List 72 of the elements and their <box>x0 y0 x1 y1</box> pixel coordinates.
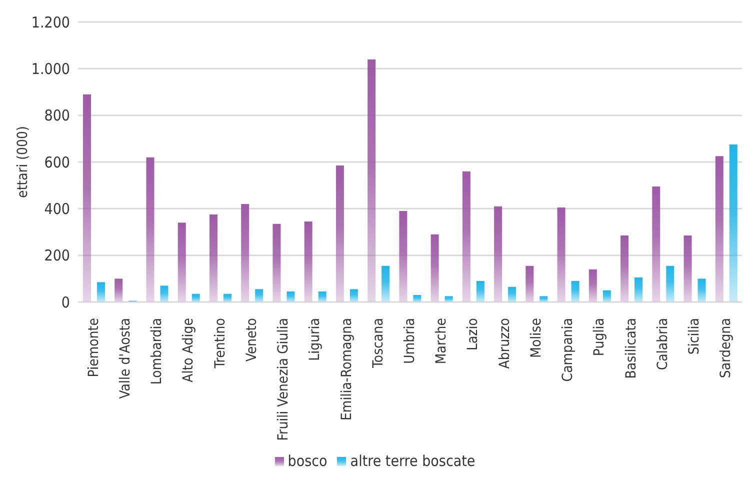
x-tick-label: Alto Adige <box>180 318 197 382</box>
bar <box>399 211 408 302</box>
bar <box>304 222 312 302</box>
bar <box>729 144 738 302</box>
x-tick-label: Basilicata <box>623 318 640 379</box>
bar <box>272 224 281 302</box>
bar <box>178 222 186 302</box>
bar <box>462 171 470 302</box>
bar <box>588 269 597 302</box>
x-tick-label: Sicilia <box>686 318 703 355</box>
bar <box>286 292 295 302</box>
legend-label: altre terre boscate <box>350 452 476 470</box>
bar <box>634 278 643 302</box>
legend-label: bosco <box>288 452 328 470</box>
x-tick-label: Trentino <box>212 318 228 370</box>
bar <box>241 204 250 302</box>
bar <box>494 206 502 302</box>
bar <box>684 236 692 302</box>
bar <box>255 289 264 302</box>
bar <box>557 208 566 302</box>
bar <box>571 281 580 302</box>
bar <box>430 234 439 302</box>
bar <box>114 278 123 302</box>
x-tick-label: Marche <box>434 318 450 364</box>
x-tick-label: Veneto <box>244 318 260 362</box>
x-tick-label: Sardegna <box>718 318 734 378</box>
bar <box>160 286 168 302</box>
y-tick-label: 1.200 <box>31 13 70 32</box>
bar <box>336 166 344 302</box>
bar <box>382 266 390 302</box>
bar <box>318 292 326 302</box>
x-tick-label: Emilia-Romagna <box>338 318 355 421</box>
bar <box>666 266 674 302</box>
x-tick-label: Umbria <box>402 318 418 364</box>
y-tick-label: 1.000 <box>31 60 70 78</box>
bar <box>508 286 516 302</box>
bar <box>209 214 218 302</box>
y-tick-label: 0 <box>61 293 70 312</box>
bar <box>223 294 232 302</box>
x-tick-label: Toscana <box>370 318 386 369</box>
x-tick-label: Lombardia <box>149 318 166 385</box>
x-tick-label: Puglia <box>592 318 608 356</box>
y-tick-label: 200 <box>44 246 70 265</box>
bar <box>83 94 91 302</box>
bar <box>526 266 534 302</box>
bar <box>602 290 611 302</box>
y-axis-title: ettari (000) <box>14 126 31 198</box>
x-tick-label: Molise <box>528 318 544 358</box>
bar <box>715 156 724 302</box>
y-tick-label: 600 <box>44 153 70 172</box>
x-tick-label: Liguria <box>307 318 324 361</box>
x-tick-label: Abruzzo <box>496 318 513 369</box>
x-tick-label: Fruili Venezia Giulia <box>276 318 292 441</box>
bar <box>350 289 358 302</box>
bar <box>444 296 453 302</box>
bar <box>620 236 629 302</box>
bar <box>698 278 706 302</box>
bar <box>368 59 376 302</box>
y-tick-label: 800 <box>44 106 70 125</box>
bar <box>413 295 422 302</box>
x-tick-label: Piemonte <box>86 318 102 378</box>
bar <box>540 296 548 302</box>
bar <box>97 282 105 302</box>
x-tick-label: Valle d'Aosta <box>117 318 134 399</box>
x-tick-label: Calabria <box>654 318 671 370</box>
bar <box>652 186 660 302</box>
x-tick-label: Campania <box>560 318 576 382</box>
bar <box>192 294 200 302</box>
y-tick-label: 400 <box>44 200 70 218</box>
bar <box>146 157 154 302</box>
bar <box>476 281 484 302</box>
x-tick-label: Lazio <box>465 318 482 351</box>
